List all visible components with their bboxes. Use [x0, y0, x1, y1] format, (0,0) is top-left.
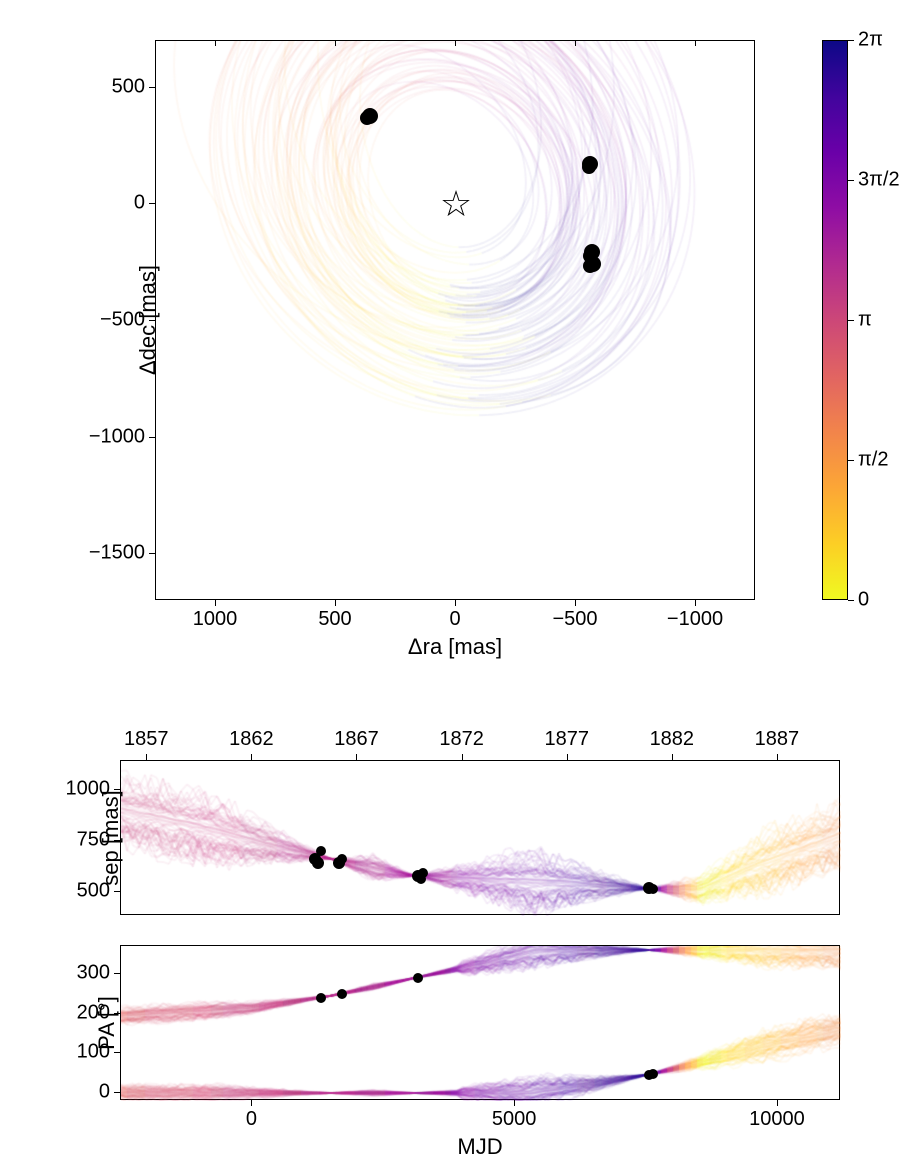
tick-label: 500: [77, 879, 110, 902]
data-point: [316, 993, 326, 1003]
tick-mark: [848, 600, 854, 601]
tick-label: −1000: [89, 425, 145, 448]
pa-panel: [120, 945, 840, 1100]
tick-mark: [514, 1100, 515, 1106]
tick-mark: [149, 437, 155, 438]
tick-mark: [356, 754, 357, 760]
data-point: [413, 973, 423, 983]
tick-mark: [695, 600, 696, 606]
tick-label: 1857: [124, 728, 169, 751]
tick-mark: [114, 1013, 120, 1014]
orbit-canvas: [156, 41, 756, 601]
data-point: [337, 989, 347, 999]
tick-mark: [335, 40, 336, 46]
tick-mark: [114, 973, 120, 974]
tick-label: 1882: [650, 728, 695, 751]
tick-label: −500: [552, 608, 597, 631]
data-point: [312, 857, 324, 869]
tick-label: 100: [77, 1041, 110, 1064]
tick-label: 1872: [439, 728, 484, 751]
pa-xlabel: MJD: [450, 1134, 510, 1158]
tick-mark: [149, 320, 155, 321]
orbit-xlabel: Δra [mas]: [395, 634, 515, 658]
tick-mark: [149, 203, 155, 204]
pa-canvas: [121, 946, 841, 1101]
data-point: [418, 868, 428, 878]
tick-mark: [114, 1092, 120, 1093]
tick-label: 2π: [858, 29, 883, 52]
tick-mark: [672, 754, 673, 760]
sep-panel: [120, 760, 840, 915]
tick-label: 500: [112, 75, 145, 98]
tick-label: 0: [246, 1108, 257, 1131]
tick-mark: [149, 553, 155, 554]
tick-label: 0: [449, 608, 460, 631]
tick-mark: [455, 40, 456, 46]
tick-mark: [251, 1100, 252, 1106]
sep-canvas: [121, 761, 841, 916]
tick-label: 500: [318, 608, 351, 631]
tick-label: 1862: [229, 728, 274, 751]
tick-label: 750: [77, 828, 110, 851]
tick-mark: [114, 891, 120, 892]
data-point: [360, 111, 374, 125]
tick-label: 1000: [193, 608, 238, 631]
tick-label: 1877: [544, 728, 589, 751]
colorbar: [822, 40, 848, 600]
data-point: [648, 884, 658, 894]
tick-mark: [455, 600, 456, 606]
tick-mark: [114, 1052, 120, 1053]
tick-mark: [251, 754, 252, 760]
tick-label: 300: [77, 961, 110, 984]
tick-mark: [567, 754, 568, 760]
central-star-icon: ☆: [440, 186, 472, 222]
tick-label: 1887: [755, 728, 800, 751]
tick-mark: [575, 40, 576, 46]
tick-label: 0: [99, 1081, 110, 1104]
tick-mark: [777, 1100, 778, 1106]
tick-label: 0: [134, 192, 145, 215]
tick-label: −1000: [667, 608, 723, 631]
tick-label: 10000: [749, 1108, 805, 1131]
tick-label: 200: [77, 1001, 110, 1024]
tick-mark: [335, 600, 336, 606]
tick-label: −1500: [89, 542, 145, 565]
data-point: [582, 160, 596, 174]
data-point: [316, 846, 326, 856]
tick-mark: [695, 40, 696, 46]
orbit-panel: ☆: [155, 40, 755, 600]
tick-label: π: [858, 309, 872, 332]
tick-mark: [848, 180, 854, 181]
tick-mark: [462, 754, 463, 760]
tick-mark: [848, 40, 854, 41]
tick-mark: [114, 840, 120, 841]
tick-mark: [149, 87, 155, 88]
tick-mark: [848, 320, 854, 321]
tick-mark: [215, 600, 216, 606]
tick-label: 1867: [334, 728, 379, 751]
tick-mark: [114, 789, 120, 790]
tick-mark: [215, 40, 216, 46]
data-point: [337, 854, 347, 864]
tick-mark: [146, 754, 147, 760]
figure: ☆ Δdec [mas] Δra [mas] mean anomaly → se…: [0, 0, 920, 1142]
data-point: [583, 259, 597, 273]
tick-mark: [777, 754, 778, 760]
tick-label: 1000: [66, 777, 111, 800]
data-point: [648, 1069, 658, 1079]
tick-label: 3π/2: [858, 169, 900, 192]
tick-label: 5000: [492, 1108, 537, 1131]
tick-label: 0: [858, 589, 869, 612]
tick-mark: [848, 460, 854, 461]
tick-label: π/2: [858, 449, 888, 472]
tick-mark: [575, 600, 576, 606]
tick-label: −500: [100, 309, 145, 332]
